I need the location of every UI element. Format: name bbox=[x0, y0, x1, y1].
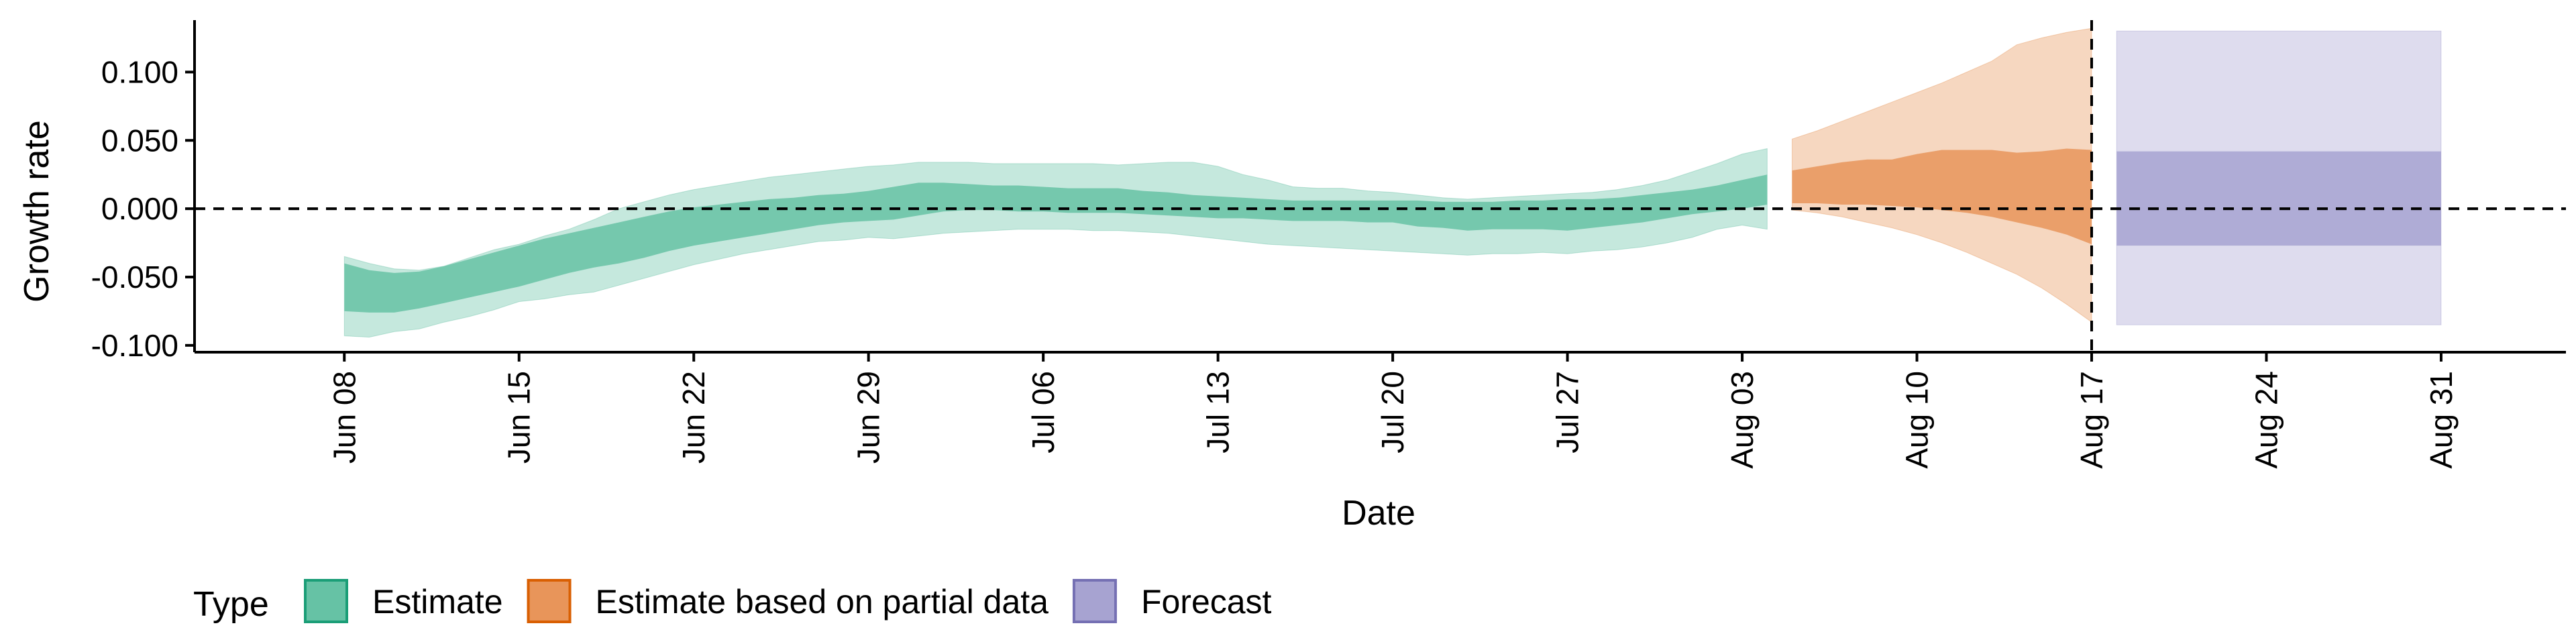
legend-label-estimate-based-on-partial-data: Estimate based on partial data bbox=[596, 583, 1049, 621]
estimate-band-90 bbox=[343, 148, 1768, 338]
legend-label-forecast: Forecast bbox=[1141, 583, 1272, 621]
tick-marks: -0.100 -0.050 0.000 0.050 0.100 Jun 08 Jun 15 J… bbox=[91, 54, 2459, 468]
legend-swatch-estimate-based-on-partial-data bbox=[527, 579, 572, 623]
x-tick-label: Jun 22 bbox=[676, 371, 711, 464]
legend-swatch-estimate bbox=[304, 579, 348, 623]
x-tick-label: Jun 08 bbox=[327, 371, 362, 464]
estimate-band-50 bbox=[344, 174, 1768, 313]
axes bbox=[193, 20, 2566, 354]
legend-title: Type bbox=[193, 585, 269, 624]
uncertainty-bands bbox=[343, 28, 2442, 338]
x-tick-label: Aug 10 bbox=[1900, 371, 1935, 469]
legend-label-estimate: Estimate bbox=[372, 583, 503, 621]
x-tick-label: Aug 31 bbox=[2424, 371, 2459, 469]
y-tick-label: 0.100 bbox=[101, 54, 178, 89]
x-tick-label: Jul 13 bbox=[1201, 371, 1236, 453]
x-tick-label: Aug 03 bbox=[1725, 371, 1760, 469]
y-tick-label: 0.000 bbox=[101, 191, 178, 226]
estimate-based-on-partial-data-band-50 bbox=[1792, 148, 2092, 245]
x-tick-label: Jul 06 bbox=[1026, 371, 1061, 453]
reference-lines bbox=[195, 20, 2566, 352]
x-tick-label: Jun 15 bbox=[502, 371, 537, 464]
x-axis-title: Date bbox=[1342, 494, 1415, 533]
legend: Type Estimate Estimate based on partial d… bbox=[193, 579, 1272, 624]
x-tick-label: Jul 27 bbox=[1550, 371, 1585, 453]
x-tick-label: Aug 17 bbox=[2074, 371, 2109, 469]
y-tick-label: -0.100 bbox=[91, 328, 178, 363]
legend-swatch-forecast bbox=[1072, 579, 1117, 623]
y-tick-label: -0.050 bbox=[91, 260, 178, 294]
y-tick-label: 0.050 bbox=[101, 123, 178, 158]
x-tick-label: Jul 20 bbox=[1375, 371, 1410, 453]
x-tick-label: Aug 24 bbox=[2249, 371, 2284, 469]
y-axis-title: Growth rate bbox=[17, 120, 56, 303]
x-tick-label: Jun 29 bbox=[851, 371, 886, 464]
forecast-band-50 bbox=[2116, 151, 2441, 246]
